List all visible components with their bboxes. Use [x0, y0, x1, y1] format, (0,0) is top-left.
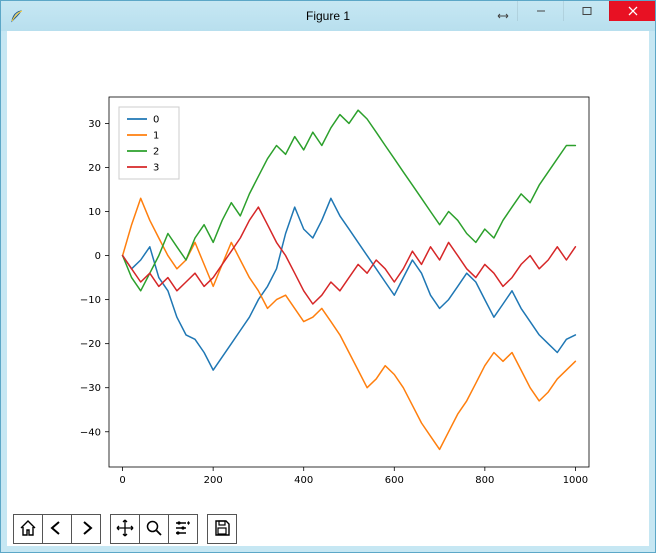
move-button[interactable] — [110, 514, 140, 544]
popout-icon[interactable] — [489, 1, 517, 31]
mpl-toolbar — [13, 514, 236, 542]
zoom-icon — [145, 519, 163, 540]
home-button[interactable] — [13, 514, 43, 544]
svg-text:600: 600 — [385, 475, 404, 486]
svg-text:0: 0 — [153, 115, 159, 126]
close-button[interactable] — [609, 1, 655, 21]
svg-text:−40: −40 — [80, 427, 101, 438]
save-icon — [213, 519, 231, 540]
svg-text:400: 400 — [294, 475, 313, 486]
forward-button[interactable] — [71, 514, 101, 544]
subplots-icon — [174, 519, 192, 540]
maximize-button[interactable] — [563, 1, 609, 21]
svg-text:−20: −20 — [80, 339, 101, 350]
svg-text:1: 1 — [153, 131, 159, 142]
client-area: 0 200 400 600 800 1000 −40 −30 −20 −10 0 10 20 30 0 1 2 3 — [1, 31, 655, 552]
save-button[interactable] — [207, 514, 237, 544]
svg-text:800: 800 — [475, 475, 494, 486]
subplots-button[interactable] — [168, 514, 198, 544]
svg-text:20: 20 — [88, 163, 101, 174]
svg-text:30: 30 — [88, 119, 101, 130]
svg-text:3: 3 — [153, 163, 159, 174]
minimize-button[interactable] — [517, 1, 563, 21]
svg-text:−10: −10 — [80, 295, 101, 306]
titlebar[interactable]: Figure 1 — [1, 1, 655, 32]
line-chart: 0 200 400 600 800 1000 −40 −30 −20 −10 0 10 20 30 0 1 2 3 — [13, 37, 645, 507]
svg-text:−30: −30 — [80, 383, 101, 394]
back-button[interactable] — [42, 514, 72, 544]
svg-text:200: 200 — [204, 475, 223, 486]
zoom-button[interactable] — [139, 514, 169, 544]
move-icon — [116, 519, 134, 540]
python-feather-icon — [9, 8, 25, 24]
home-icon — [19, 519, 37, 540]
forward-icon — [77, 519, 95, 540]
svg-text:0: 0 — [95, 251, 101, 262]
figure-window: Figure 1 02004006008001000−40−30−20−1001… — [0, 0, 656, 553]
window-buttons — [489, 1, 655, 31]
back-icon — [48, 519, 66, 540]
plot-canvas[interactable]: 0 200 400 600 800 1000 −40 −30 −20 −10 0 10 20 30 0 1 2 3 — [13, 37, 643, 506]
svg-text:0: 0 — [119, 475, 125, 486]
svg-text:10: 10 — [88, 207, 101, 218]
svg-text:2: 2 — [153, 147, 159, 158]
svg-text:1000: 1000 — [563, 475, 588, 486]
